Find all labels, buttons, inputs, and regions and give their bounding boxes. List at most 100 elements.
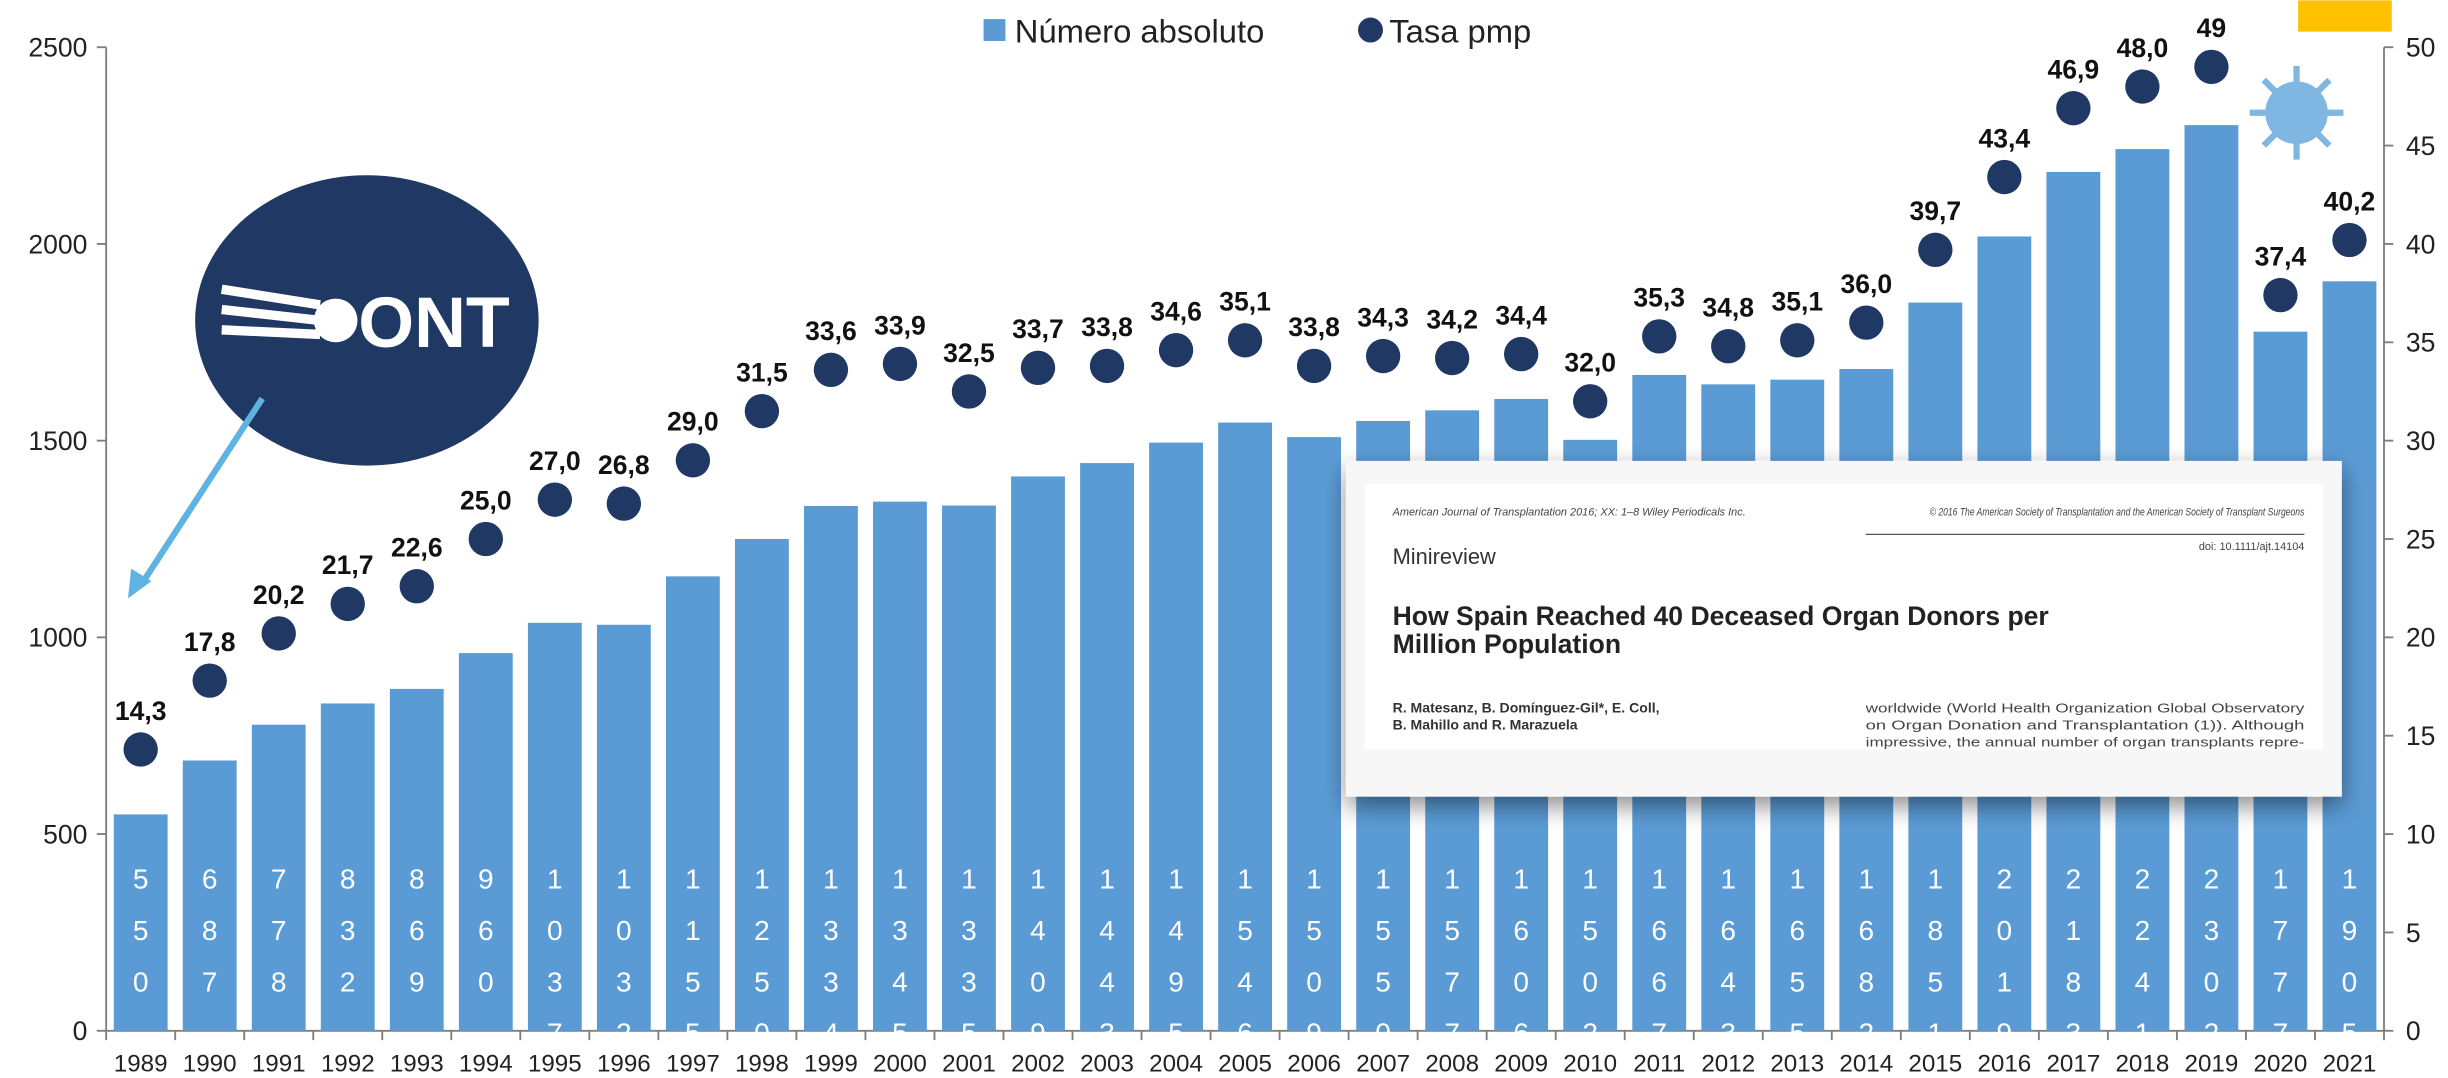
bar-value-label: 550 [125,864,156,1018]
rate-label: 34,6 [1150,296,1202,326]
bar [734,539,789,1031]
y2-tick-label: 0 [2406,1016,2421,1046]
bar-value-label: 2241 [2127,864,2158,1069]
rate-label: 32,5 [943,338,995,368]
x-tick-label: 2002 [1011,1050,1065,1077]
bar-value-label: 687 [194,864,225,1018]
rate-dot [2332,222,2367,258]
rate-dot [1365,338,1401,374]
rate-dot [468,521,503,557]
bar [665,576,720,1031]
rate-label: 33,8 [1081,312,1133,342]
y2-tick-label: 50 [2406,33,2436,63]
y2-tick-label: 45 [2406,131,2436,161]
rate-label: 31,5 [736,357,788,387]
yellow-tab [2298,0,2392,32]
rate-label: 34,8 [1702,293,1754,323]
rate-label: 33,6 [805,316,857,346]
overlay: ONT American Journal of Transplantation … [128,65,2344,797]
rate-dot [123,732,158,767]
rate-label: 34,4 [1495,300,1547,330]
bar [251,724,306,1031]
x-tick-label: 2010 [1563,1050,1617,1077]
rate-label: 35,1 [1219,287,1271,317]
rate-dot [1434,340,1470,376]
bar-value-label: 1509 [1299,864,1330,1069]
rate-dot [1020,350,1056,386]
y-tick-label: 2500 [28,33,87,63]
bar-value-label: 1777 [2265,864,2296,1069]
x-tick-label: 2013 [1770,1050,1824,1077]
rate-dot [2263,277,2298,313]
y-tick-label: 1500 [28,426,87,456]
rate-label: 36,0 [1840,269,1892,299]
rate-dot [192,663,227,698]
bar-value-label: 1443 [1092,864,1123,1069]
x-tick-label: 2020 [2254,1050,2308,1077]
rate-dot [606,486,642,521]
x-tick-label: 1996 [597,1050,651,1077]
article-copyright: © 2016 The American Society of Transplan… [1930,507,2305,519]
logo-mark [313,298,358,343]
rate-label: 20,2 [253,580,305,610]
rate-dot [1158,332,1194,368]
y2-tick-label: 20 [2406,623,2436,653]
x-tick-label: 2000 [873,1050,927,1077]
rate-dot [1987,159,2022,195]
rate-label: 49 [2197,13,2227,43]
rate-label: 26,8 [598,450,650,480]
x-tick-label: 2018 [2115,1050,2169,1077]
article-authors: B. Mahillo and R. Marazuela [1393,716,1578,732]
bar [320,703,375,1031]
bar-value-label: 1546 [1230,864,1261,1069]
article-doi: doi: 10.1111/ajt.14104 [2199,541,2305,553]
y2-tick-label: 40 [2406,229,2436,259]
y2-tick-label: 15 [2406,721,2436,751]
arrow [137,396,265,588]
rate-dot [1227,323,1263,358]
x-tick-label: 1992 [321,1050,375,1077]
bar [113,814,168,1031]
y-tick-label: 2000 [28,229,87,259]
rate-dot [882,346,918,382]
bar [1011,476,1065,1031]
rate-dot [1918,232,1953,268]
article-excerpt: on Organ Donation and Transplantation (1… [1866,717,2305,732]
rate-label: 17,8 [184,627,236,657]
x-tick-label: 2003 [1080,1050,1134,1077]
y2-tick-label: 10 [2406,819,2436,849]
rate-dot [2194,49,2229,85]
bar-value-label: 1335 [953,864,984,1069]
x-tick-label: 1990 [183,1050,237,1077]
bar [1287,437,1342,1031]
logo-text: ONT [358,283,510,363]
bar-value-label: 1250 [746,864,777,1069]
logo-badge [195,175,539,466]
rate-dot [399,569,434,604]
bar-value-label: 1643 [1713,864,1744,1069]
bar-value-label: 1409 [1023,864,1054,1069]
rate-label: 46,9 [2048,55,2100,85]
x-tick-label: 2011 [1633,1050,1685,1077]
x-tick-label: 2019 [2185,1050,2239,1077]
rate-dot [537,482,572,517]
bar-value-label: 1606 [1506,864,1537,1069]
article-excerpt: impressive, the annual number of organ t… [1866,735,2305,750]
y2-tick-label: 5 [2406,918,2421,948]
bar [942,505,996,1031]
x-tick-label: 1991 [252,1050,306,1077]
bar-value-label: 1655 [1782,864,1813,1069]
y-tick-label: 0 [73,1016,88,1046]
article-excerpt: worldwide (World Health Organization Glo… [1864,700,2304,715]
bar [389,688,444,1031]
logo-mark [220,284,321,340]
rate-label: 48,0 [2117,33,2169,63]
bar [458,653,513,1031]
x-tick-label: 1994 [459,1050,513,1077]
rate-dot [744,393,780,429]
y2-tick-label: 25 [2406,524,2436,554]
legend-label: Tasa pmp [1389,13,1531,50]
bar-value-label: 1032 [608,864,639,1069]
rate-label: 33,9 [874,310,926,340]
x-tick-label: 2012 [1701,1050,1755,1077]
